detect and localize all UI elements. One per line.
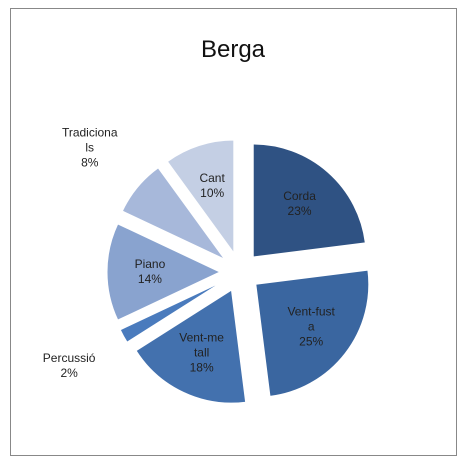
slice-value-label: 2% xyxy=(60,365,78,380)
slice-label: Vent-fusta 25% xyxy=(287,305,335,350)
slice-category: Vent-fusta xyxy=(287,304,335,334)
slice-value-label: 18% xyxy=(189,360,214,375)
slice-value-label: 23% xyxy=(287,204,312,219)
slice-category: Piano xyxy=(134,257,166,271)
slice-category: Percussió xyxy=(42,350,96,365)
pie-slice xyxy=(166,139,235,255)
pie-slice xyxy=(252,143,366,258)
slice-label: Cant 10% xyxy=(188,171,236,201)
pie-slice xyxy=(106,223,222,321)
pie-slice xyxy=(121,167,225,260)
slice-label: Corda 23% xyxy=(276,189,324,219)
slice-category: Vent-metall xyxy=(179,330,224,360)
slice-value-label: 25% xyxy=(299,334,324,349)
slice-label: Vent-metall 18% xyxy=(178,331,226,376)
slice-label: Percussió 2% xyxy=(40,351,98,381)
slice-value-label: 10% xyxy=(200,186,225,201)
pie-slice xyxy=(255,269,370,397)
pie-slice xyxy=(135,289,247,404)
slice-category: Tradicionals xyxy=(61,125,118,155)
chart-title: Berga xyxy=(200,36,266,63)
slice-category: Cant xyxy=(199,171,225,186)
pie-slice xyxy=(119,281,223,343)
slice-value-label: 14% xyxy=(137,272,162,286)
slice-value-label: 8% xyxy=(81,155,99,170)
slice-label: Tradicionals 8% xyxy=(61,125,119,170)
slice-category: Corda xyxy=(283,189,316,204)
slice-label: Piano 14% xyxy=(126,257,174,287)
